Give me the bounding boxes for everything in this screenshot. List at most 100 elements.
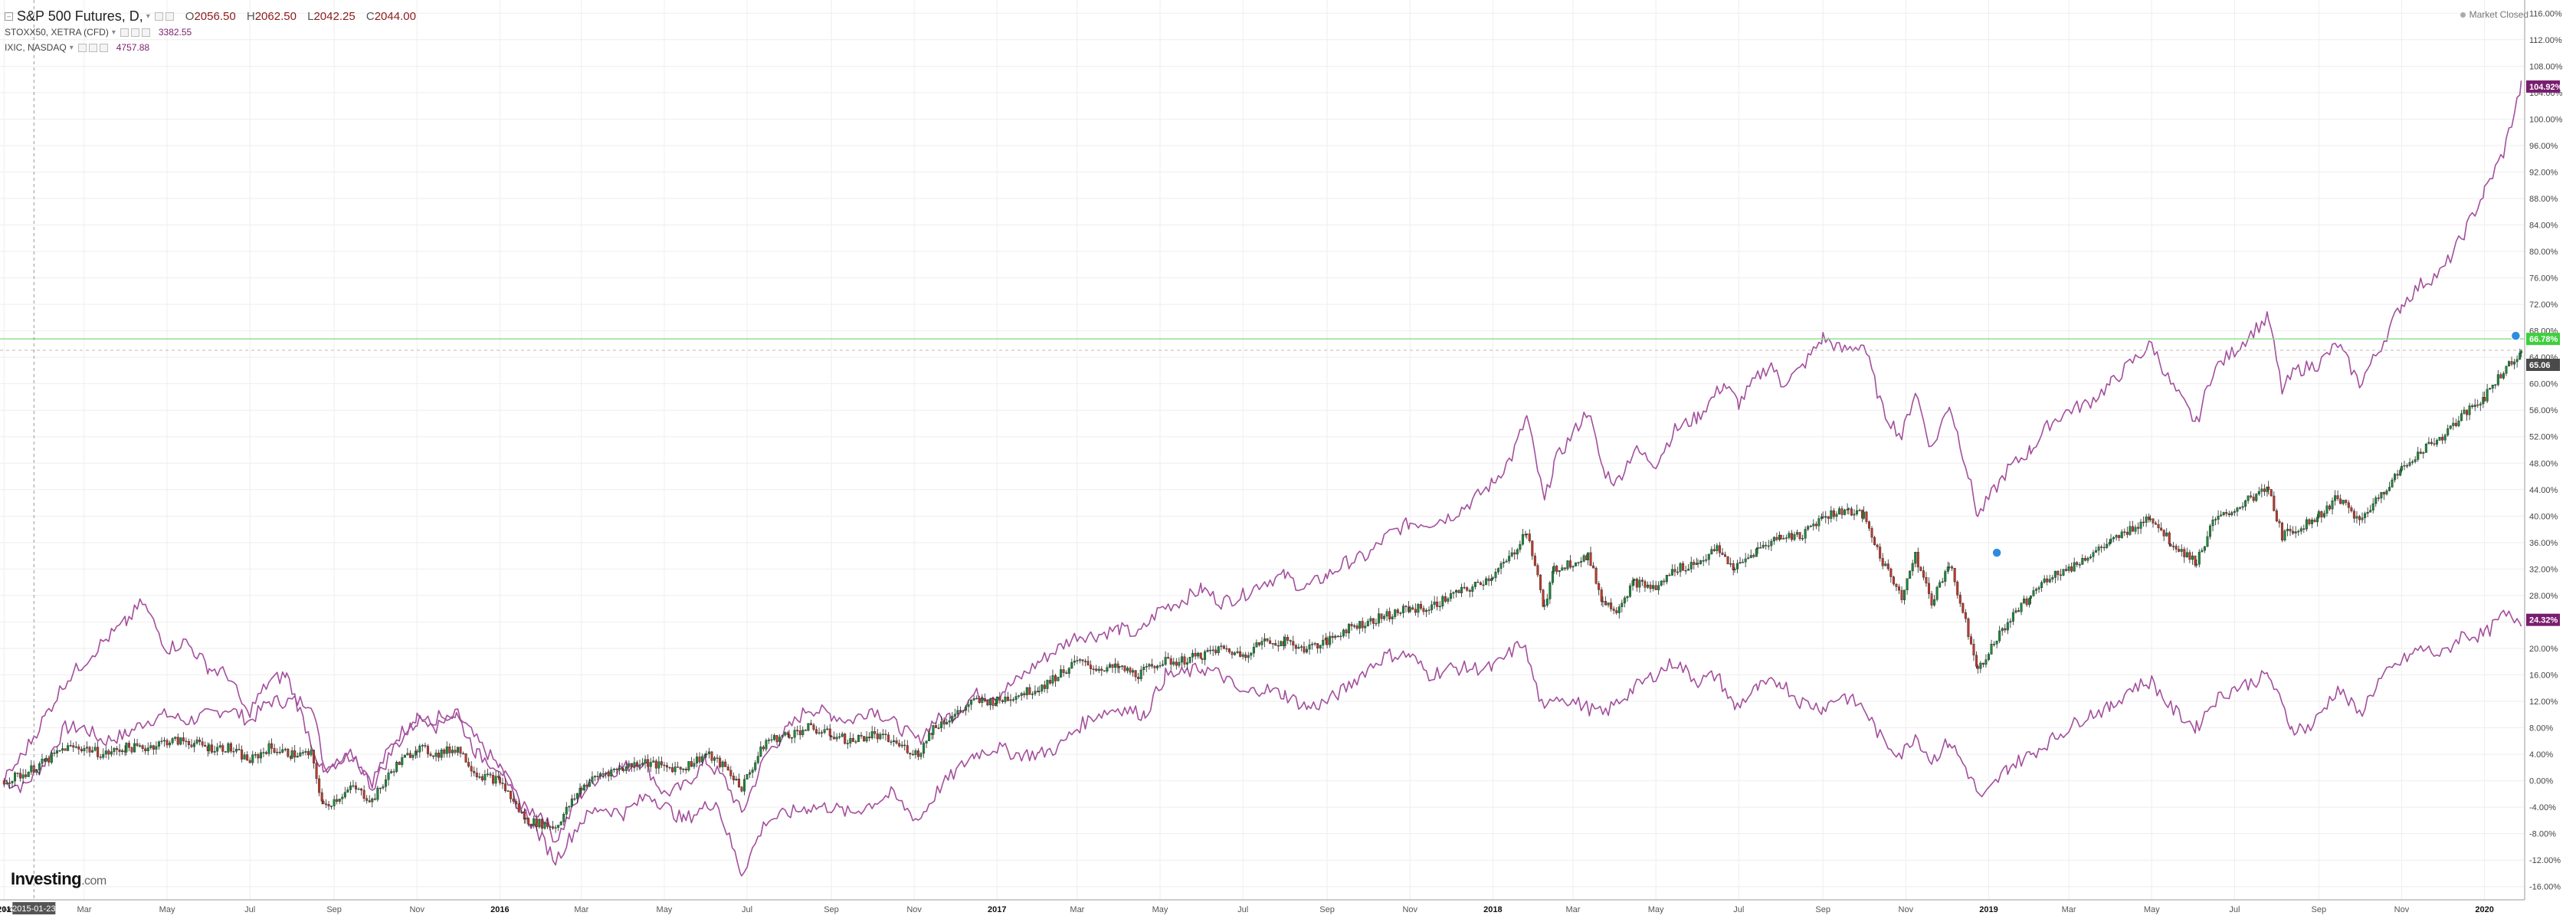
gridlines — [0, 0, 2524, 900]
candle-body — [1759, 547, 1762, 549]
candle-body — [1280, 641, 1283, 647]
event-marker-icon[interactable] — [2510, 330, 2522, 341]
event-marker-icon[interactable] — [1991, 547, 2002, 558]
close-icon[interactable] — [99, 43, 108, 52]
candle-body — [588, 782, 591, 787]
candle-body — [1366, 621, 1369, 626]
chevron-down-icon[interactable]: ▾ — [146, 11, 150, 21]
candle-body — [1657, 585, 1660, 590]
candle-body — [1123, 665, 1126, 671]
candle-body — [1431, 604, 1434, 610]
candle-body — [2308, 519, 2311, 524]
candle-body — [830, 735, 833, 737]
logo-suffix-text: .com — [81, 875, 107, 888]
candle-body — [729, 770, 732, 776]
candle-body — [1172, 661, 1175, 665]
settings-icon[interactable] — [88, 43, 97, 52]
candle-body — [2059, 574, 2062, 576]
candle-body — [1592, 565, 1595, 569]
candle-body — [304, 751, 307, 753]
candle-body — [773, 735, 776, 740]
candle-body — [149, 745, 152, 748]
candle-body — [1164, 657, 1167, 665]
candle-body — [1775, 537, 1778, 540]
candle-body — [1286, 637, 1290, 641]
candle-body — [306, 751, 310, 756]
candle-body — [967, 704, 970, 707]
candle-body — [1601, 601, 1604, 602]
candle-body — [395, 762, 398, 772]
chevron-down-icon[interactable]: ▾ — [111, 28, 116, 37]
candle-body — [647, 759, 650, 767]
eye-icon[interactable] — [154, 11, 163, 21]
candle-body — [93, 747, 97, 751]
candle-body — [1383, 615, 1386, 619]
candle-body — [925, 740, 928, 743]
candle-body — [1542, 589, 1545, 607]
status-dot-icon — [2460, 11, 2466, 18]
candle-body — [1244, 654, 1247, 658]
candle-body — [144, 748, 147, 752]
candle-body — [1747, 557, 1750, 560]
candle-body — [259, 752, 262, 759]
series-line[interactable] — [4, 80, 2522, 843]
candle-body — [716, 757, 719, 759]
candle-body — [1779, 534, 1782, 540]
candle-body — [1479, 582, 1482, 586]
candle-body — [2006, 622, 2009, 631]
compare-2-name[interactable]: IXIC, NASDAQ — [5, 42, 67, 53]
compare-2-value: 4757.88 — [116, 42, 150, 53]
candle-body — [2139, 521, 2142, 529]
candle-body — [2466, 409, 2469, 415]
candle-body — [2270, 489, 2273, 497]
crosshair-date-label: 2015-01-23 — [12, 904, 55, 914]
candle-body — [2175, 546, 2178, 550]
series-line[interactable] — [3, 598, 2522, 877]
close-icon[interactable] — [141, 28, 150, 37]
compare-1-name[interactable]: STOXX50, XETRA (CFD) — [5, 27, 109, 38]
candle-body — [234, 749, 238, 752]
candle-body — [900, 744, 903, 747]
candle-body — [224, 751, 227, 753]
x-tick-label: Jul — [742, 905, 752, 914]
settings-icon[interactable] — [130, 28, 139, 37]
candle-body — [942, 721, 946, 725]
y-tick-label: 4.00% — [2529, 750, 2553, 760]
candle-body — [1236, 651, 1239, 653]
candle-body — [322, 801, 325, 804]
candle-body — [1438, 606, 1441, 608]
collapse-icon[interactable]: – — [5, 11, 13, 21]
candle-body — [928, 733, 931, 741]
candle-body — [2347, 502, 2350, 508]
candle-body — [914, 750, 917, 755]
candle-body — [965, 706, 968, 711]
candle-body — [497, 776, 500, 778]
x-tick-label: Jul — [244, 905, 255, 914]
candle-body — [823, 729, 826, 733]
candle-body — [1263, 638, 1267, 642]
candle-body — [1718, 545, 1721, 553]
candle-body — [818, 732, 821, 734]
candle-body — [1626, 596, 1629, 599]
candle-body — [1568, 560, 1571, 568]
symbol-title[interactable]: S&P 500 Futures, D, — [17, 8, 143, 24]
candle-body — [2473, 404, 2476, 407]
candle-body — [1676, 571, 1679, 573]
overlay-layer — [0, 0, 2524, 900]
eye-icon[interactable] — [77, 43, 87, 52]
candle-body — [489, 773, 492, 776]
candle-body — [421, 745, 424, 747]
chevron-down-icon[interactable]: ▾ — [69, 43, 74, 52]
candle-body — [510, 790, 513, 799]
candle-body — [1452, 592, 1455, 594]
candle-body — [1241, 654, 1244, 657]
candle-body — [1106, 667, 1109, 672]
candle-body — [1020, 693, 1023, 696]
eye-icon[interactable] — [120, 28, 129, 37]
candle-body — [1631, 580, 1634, 586]
candle-body — [641, 763, 644, 765]
settings-icon[interactable] — [165, 11, 174, 21]
candle-body — [1447, 598, 1450, 602]
candle-body — [88, 747, 91, 753]
